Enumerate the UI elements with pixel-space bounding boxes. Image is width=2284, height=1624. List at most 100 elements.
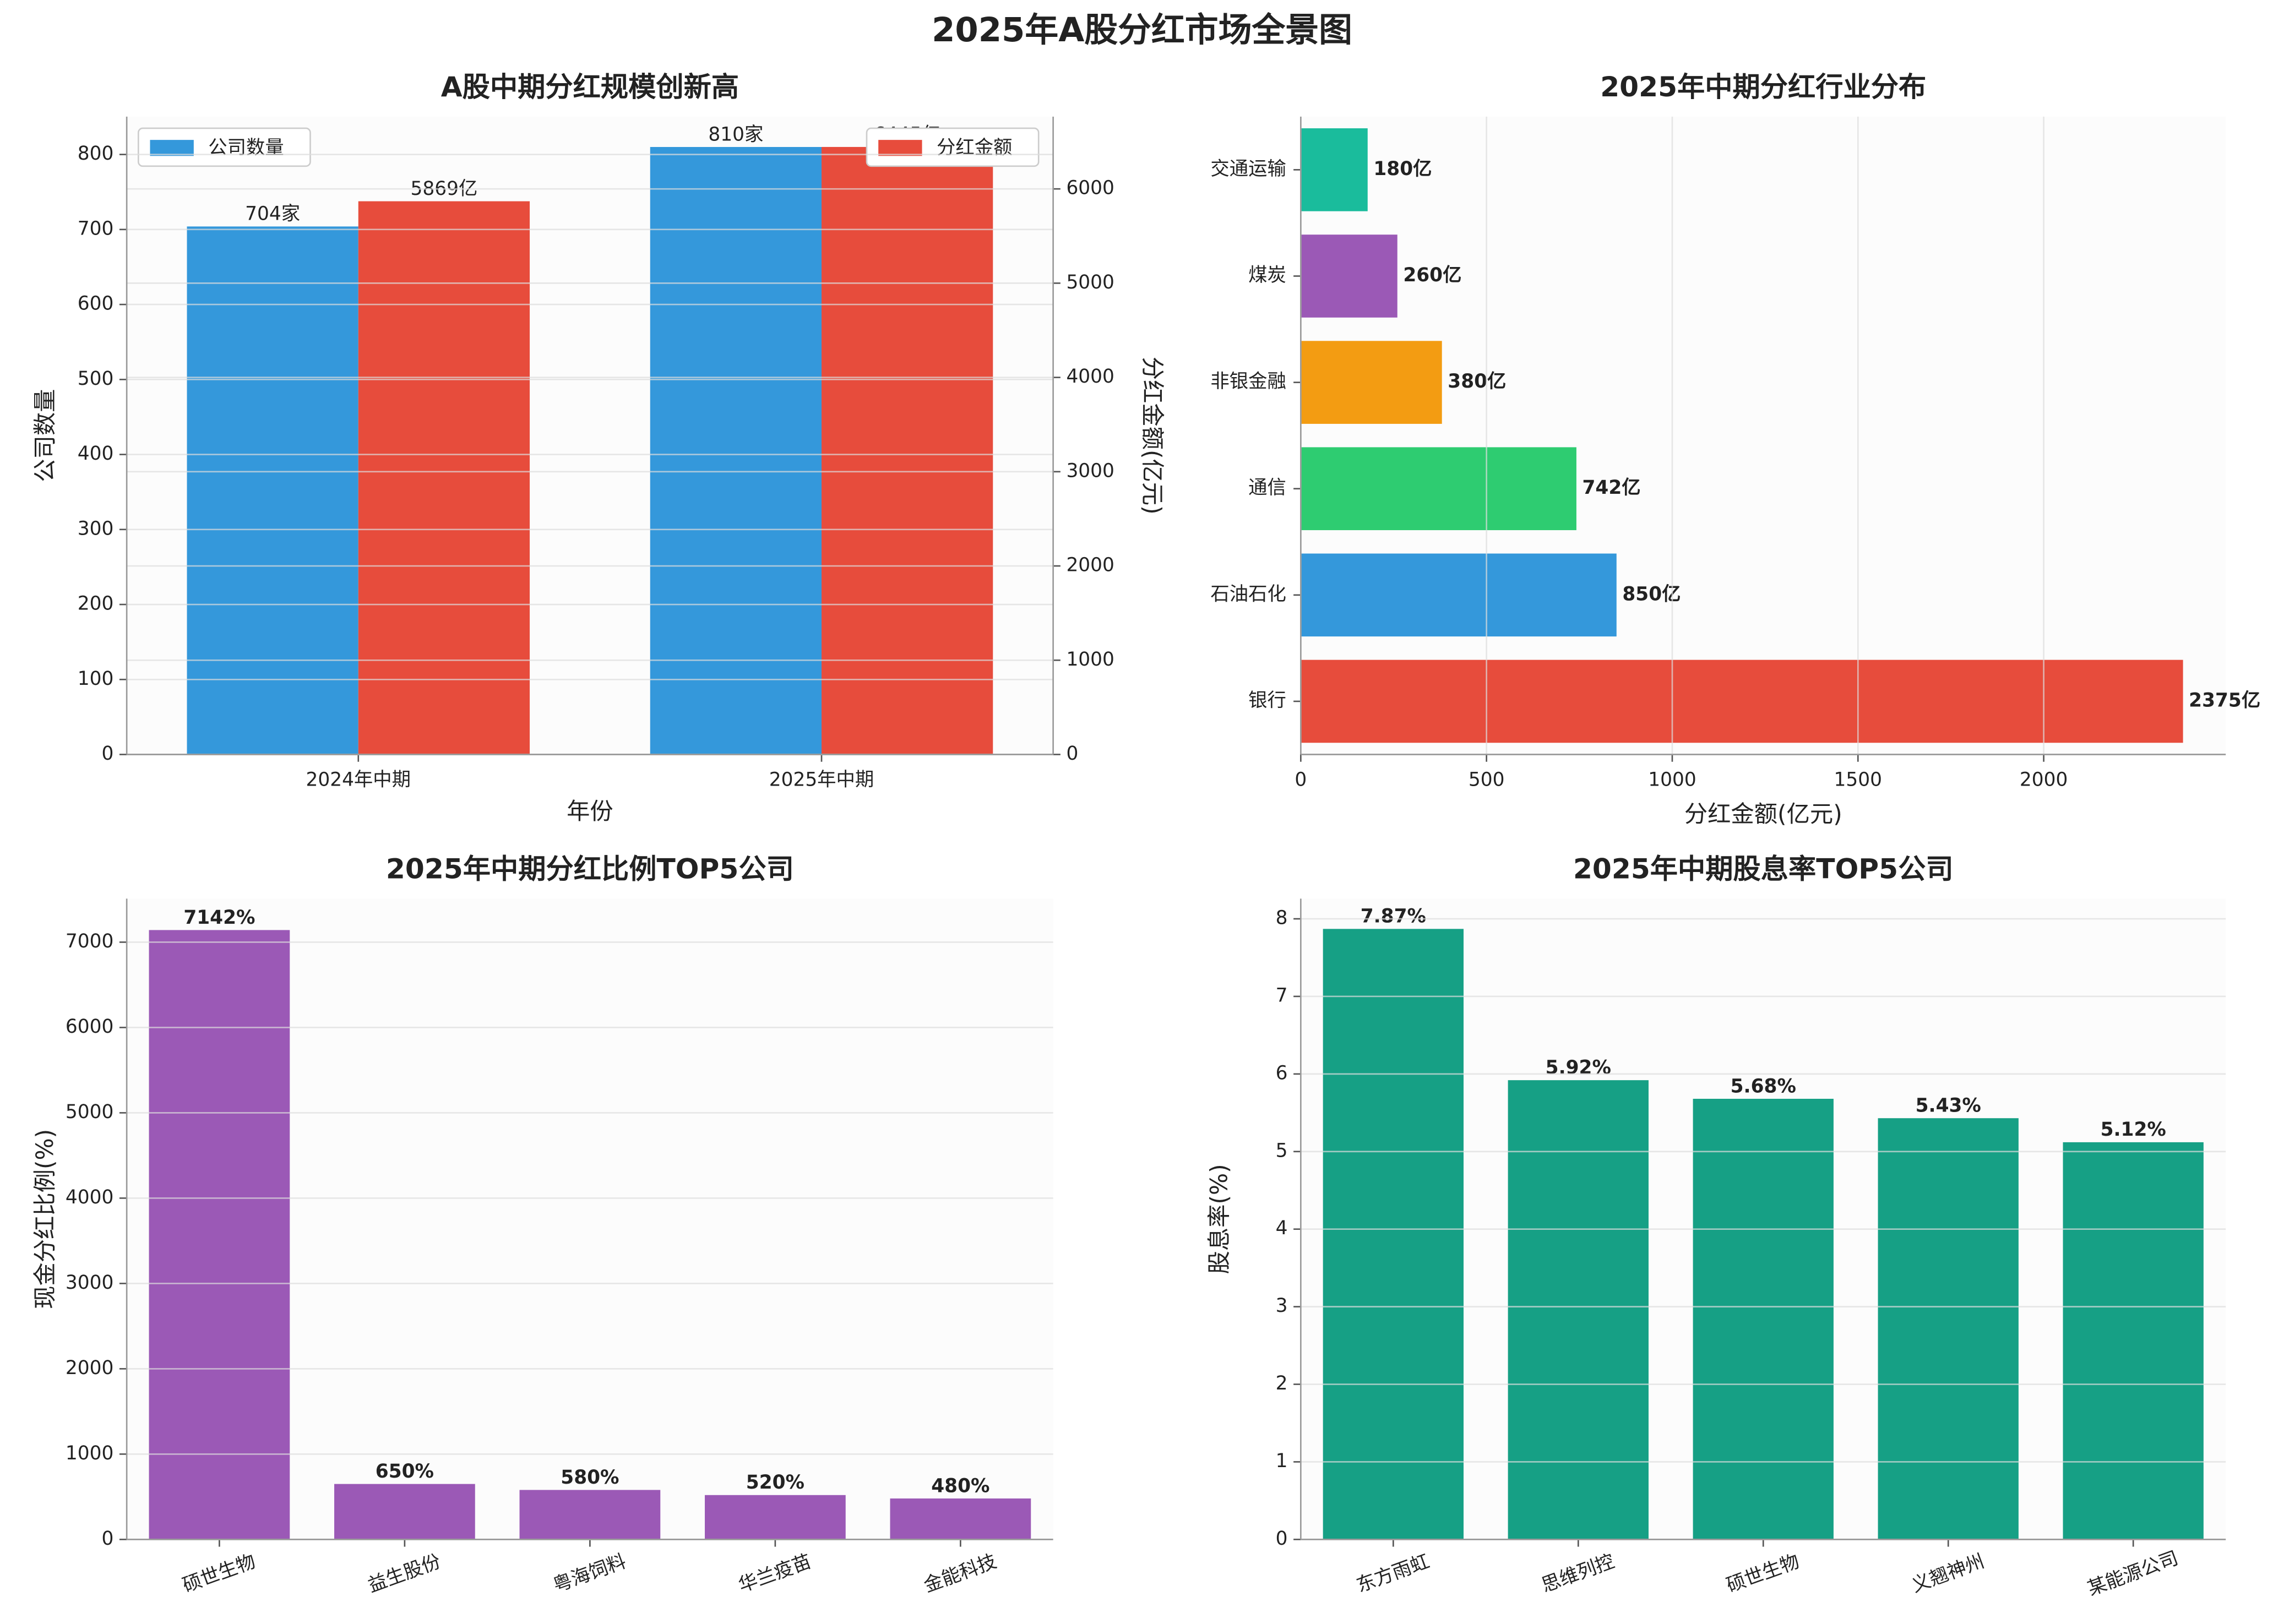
bar [334,1484,475,1540]
x-tick-label: 0 [1295,769,1307,791]
y-tick-label: 0 [1276,1528,1288,1550]
legend-box [866,127,1040,167]
y2-tick-label: 1000 [1066,648,1114,671]
x-tick-label: 某能源公司 [2085,1547,2181,1600]
plot-area [1301,116,2226,755]
y-tick-label: 煤炭 [1248,264,1286,286]
y-axis-label: 公司数量 [31,389,58,482]
legend-label: 分红金额 [937,137,1013,159]
value-label: 7142% [183,907,255,929]
main-title: 2025年A股分红市场全景图 [932,11,1352,50]
y2-axis-label: 分红金额(亿元) [1139,357,1166,515]
x-tick-label: 东方雨虹 [1353,1550,1432,1597]
y-tick-label: 800 [78,143,114,165]
bar [650,146,822,755]
x-axis-label: 分红金额(亿元) [1684,800,1842,827]
x-tick-label: 硕世生物 [1723,1550,1802,1597]
y2-tick-label: 4000 [1066,366,1114,388]
bar [358,201,530,755]
y-tick-label: 200 [78,593,114,615]
y-tick-label: 1000 [66,1442,113,1464]
chart-title: 2025年中期股息率TOP5公司 [1573,853,1954,885]
value-label: 180亿 [1373,158,1432,180]
y-tick-label: 6000 [66,1016,113,1038]
x-tick-label: 思维列控 [1538,1550,1617,1597]
value-label: 742亿 [1583,477,1641,499]
y-tick-label: 通信 [1248,477,1286,499]
y-tick-label: 2 [1276,1372,1288,1394]
value-label: 260亿 [1403,264,1461,286]
y-tick-label: 3 [1276,1295,1288,1317]
legend-swatch [150,140,194,156]
y-tick-label: 300 [78,517,114,539]
legend-swatch [878,140,922,156]
y2-tick-label: 3000 [1066,460,1114,482]
y-tick-label: 8 [1276,907,1288,929]
value-label: 704家 [245,203,300,225]
bar [1301,660,2183,743]
chart-title: 2025年中期分红行业分布 [1600,70,1926,103]
x-tick-label: 华兰疫苗 [736,1550,814,1597]
bar [705,1495,846,1540]
value-label: 7.87% [1361,906,1426,928]
y-tick-label: 交通运输 [1210,158,1286,180]
y-tick-label: 6 [1276,1062,1288,1084]
chart-title: A股中期分红规模创新高 [441,70,739,103]
y-tick-label: 600 [78,293,114,315]
bar [1301,235,1397,318]
value-label: 520% [746,1472,804,1494]
x-axis-label: 年份 [567,798,613,825]
bar [1301,341,1442,424]
value-label: 5.12% [2101,1119,2166,1141]
bar [1301,128,1368,211]
bar [890,1498,1031,1540]
y-tick-label: 0 [101,743,113,765]
legend-label: 公司数量 [208,137,284,159]
bar [187,226,358,755]
y-tick-label: 4 [1276,1217,1288,1239]
y-tick-label: 1 [1276,1450,1288,1472]
y2-tick-label: 6000 [1066,177,1114,199]
bar [1301,553,1617,637]
y2-tick-label: 2000 [1066,554,1114,576]
x-tick-label: 义翘神州 [1908,1550,1987,1597]
value-label: 380亿 [1448,370,1506,393]
y-tick-label: 0 [101,1528,113,1550]
x-tick-label: 2025年中期 [769,769,874,791]
y-tick-label: 4000 [66,1186,113,1208]
bar [519,1490,661,1540]
y2-tick-label: 5000 [1066,271,1114,293]
value-label: 580% [561,1467,619,1489]
x-tick-label: 2024年中期 [306,769,411,791]
bar [149,930,290,1540]
bar [1323,929,1464,1540]
y-tick-label: 5 [1276,1140,1288,1162]
y-axis-label: 股息率(%) [1205,1164,1232,1274]
value-label: 5.92% [1546,1056,1611,1078]
bar [2063,1142,2204,1540]
x-tick-label: 1000 [1648,769,1696,791]
x-tick-label: 金能科技 [921,1550,999,1597]
x-tick-label: 益生股份 [365,1550,444,1597]
y-tick-label: 非银金融 [1210,370,1286,393]
y-tick-label: 3000 [66,1272,113,1294]
y-tick-label: 700 [78,217,114,239]
legend-box [137,127,311,167]
bar [1693,1098,1834,1540]
y-axis-label: 现金分红比例(%) [31,1129,58,1309]
y-tick-label: 7 [1276,984,1288,1006]
y2-tick-label: 0 [1066,743,1078,765]
bar [1878,1118,2019,1540]
value-label: 5.68% [1731,1075,1796,1097]
value-label: 480% [931,1475,989,1497]
y-tick-label: 7000 [66,930,113,952]
y-tick-label: 400 [78,443,114,465]
x-tick-label: 粤海饲料 [550,1550,629,1597]
x-tick-label: 1500 [1834,769,1882,791]
y-tick-label: 100 [78,668,114,690]
y-tick-label: 银行 [1248,689,1286,711]
bar [1301,447,1576,531]
value-label: 2375亿 [2189,689,2260,711]
x-tick-label: 500 [1469,769,1505,791]
value-label: 650% [376,1460,434,1483]
